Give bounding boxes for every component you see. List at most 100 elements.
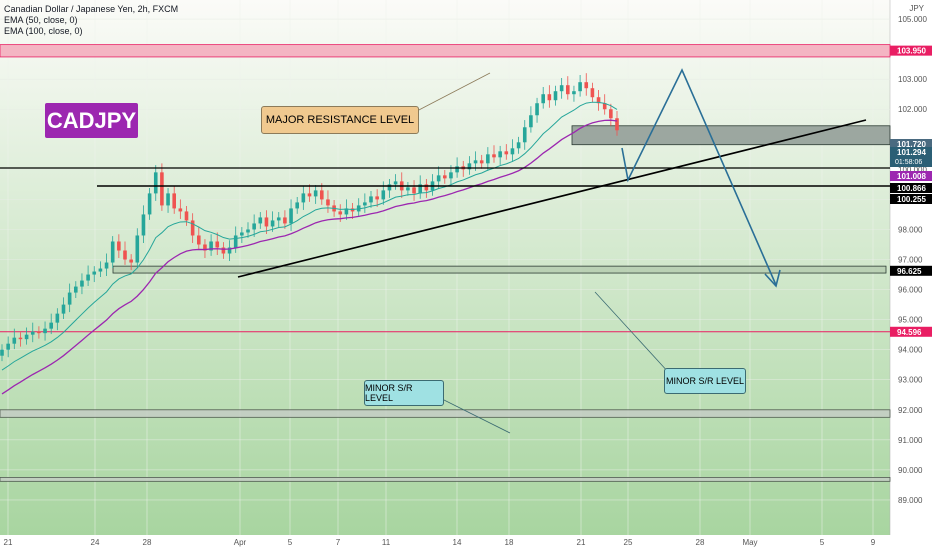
y-tick-label: 97.000 xyxy=(898,256,923,265)
candle-body xyxy=(479,160,484,164)
x-tick-label: 14 xyxy=(453,538,462,547)
y-tick-label: 89.000 xyxy=(898,496,923,505)
y-tick-label: 103.000 xyxy=(898,75,927,84)
price-tag-label: 101.294 xyxy=(897,148,926,157)
candle-body xyxy=(98,268,103,272)
price-tag xyxy=(890,265,932,276)
candle-body xyxy=(141,214,146,236)
candle-body xyxy=(0,349,4,356)
ema100-legend: EMA (100, close, 0) xyxy=(4,26,83,36)
minor-sr-callout-right[interactable]: MINOR S/R LEVEL xyxy=(664,368,746,394)
time-axis[interactable]: 21 24 28 Apr 5 7 11 14 18 21 25 28 May 5 9 xyxy=(4,538,876,547)
candle-body xyxy=(86,274,90,281)
candle-body xyxy=(190,220,195,236)
candle-body xyxy=(313,190,318,197)
candle-body xyxy=(43,328,47,334)
candle-body xyxy=(24,334,29,340)
x-tick-label: 25 xyxy=(624,538,633,547)
y-tick-label: 105.000 xyxy=(898,15,927,24)
drawings[interactable] xyxy=(0,68,890,434)
minor-callout-pointer-right xyxy=(594,291,671,375)
candle-body xyxy=(510,148,515,155)
candle-body xyxy=(443,175,447,179)
major-resistance-callout[interactable]: MAJOR RESISTANCE LEVEL xyxy=(261,106,419,134)
x-tick-label: 24 xyxy=(91,538,100,547)
candle-body xyxy=(369,196,373,203)
y-tick-label: 93.000 xyxy=(898,376,923,385)
x-tick-label: May xyxy=(742,538,757,547)
x-tick-label: 21 xyxy=(4,538,13,547)
candle-body xyxy=(535,103,539,116)
price-tag xyxy=(890,183,932,193)
candle-body xyxy=(67,292,72,305)
x-tick-label: 28 xyxy=(696,538,705,547)
support-zone-100 xyxy=(571,125,891,146)
candle-body xyxy=(246,229,250,233)
y-tick-label: 92.000 xyxy=(898,406,923,415)
candles xyxy=(0,73,619,362)
candle-body xyxy=(110,241,115,263)
candle-body xyxy=(424,184,429,191)
price-tag-label: 100.255 xyxy=(897,195,926,204)
candle-body xyxy=(467,163,472,170)
candle-body xyxy=(436,175,441,182)
support-zone-96 xyxy=(112,265,887,274)
candle-body xyxy=(178,208,183,212)
y-tick-label: 102.000 xyxy=(898,105,927,114)
candle-body xyxy=(49,322,53,329)
minor-sr-zone-90 xyxy=(0,477,891,482)
candle-body xyxy=(55,313,60,323)
x-tick-label: 18 xyxy=(505,538,514,547)
candle-body xyxy=(153,172,158,194)
y-tick-label: 96.000 xyxy=(898,286,923,295)
candle-body xyxy=(320,190,324,200)
level-zones xyxy=(0,44,891,482)
candle-body xyxy=(209,241,213,251)
candle-body xyxy=(590,88,595,98)
currency-unit-label: JPY xyxy=(909,4,924,13)
ema50-line xyxy=(1,101,618,371)
candle-body xyxy=(572,91,576,95)
x-tick-label: 7 xyxy=(336,538,341,547)
candle-body xyxy=(289,208,293,224)
candle-body xyxy=(172,193,176,209)
candle-body xyxy=(6,343,10,350)
candle-body xyxy=(387,184,392,191)
candle-body xyxy=(270,220,275,227)
price-tags: 103.950101.720101.29401:58:06101.008100.… xyxy=(890,45,932,337)
price-tag-label: 101.008 xyxy=(897,172,926,181)
candle-body xyxy=(12,337,17,344)
candle-body xyxy=(553,91,558,101)
y-tick-label: 100.000 xyxy=(898,165,927,174)
candle-body xyxy=(615,118,619,131)
symbol-title: Canadian Dollar / Japanese Yen, 2h, FXCM xyxy=(4,4,179,14)
candle-body xyxy=(473,160,478,164)
candle-body xyxy=(566,85,570,95)
ticker-badge: CADJPY xyxy=(45,103,138,138)
projection-path[interactable] xyxy=(621,68,777,286)
candle-body xyxy=(80,280,84,287)
candle-body xyxy=(449,172,453,179)
candle-body xyxy=(129,259,133,263)
x-tick-label: 5 xyxy=(820,538,825,547)
price-tag xyxy=(890,139,932,149)
candle-body xyxy=(584,82,589,89)
ema-lines xyxy=(1,101,618,395)
time-axis-area xyxy=(0,535,890,550)
candle-body xyxy=(492,154,496,158)
rising-trendline[interactable] xyxy=(237,119,867,278)
minor-sr-callout-left[interactable]: MINOR S/R LEVEL xyxy=(364,380,444,406)
candle-body xyxy=(197,235,201,245)
price-tag-label: 96.625 xyxy=(897,267,922,276)
projection-arrowhead xyxy=(764,269,781,288)
candle-body xyxy=(147,193,152,215)
minor-callout-pointer-left xyxy=(439,397,511,434)
candle-body xyxy=(406,187,410,191)
candle-body xyxy=(602,103,607,110)
x-tick-label: 9 xyxy=(871,538,876,547)
price-axis[interactable]: 89.000 90.000 91.000 92.000 93.000 94.000 95.0… xyxy=(898,0,927,505)
price-tag-label: 103.950 xyxy=(897,47,926,56)
price-tag xyxy=(890,147,932,167)
candle-body xyxy=(92,271,97,275)
